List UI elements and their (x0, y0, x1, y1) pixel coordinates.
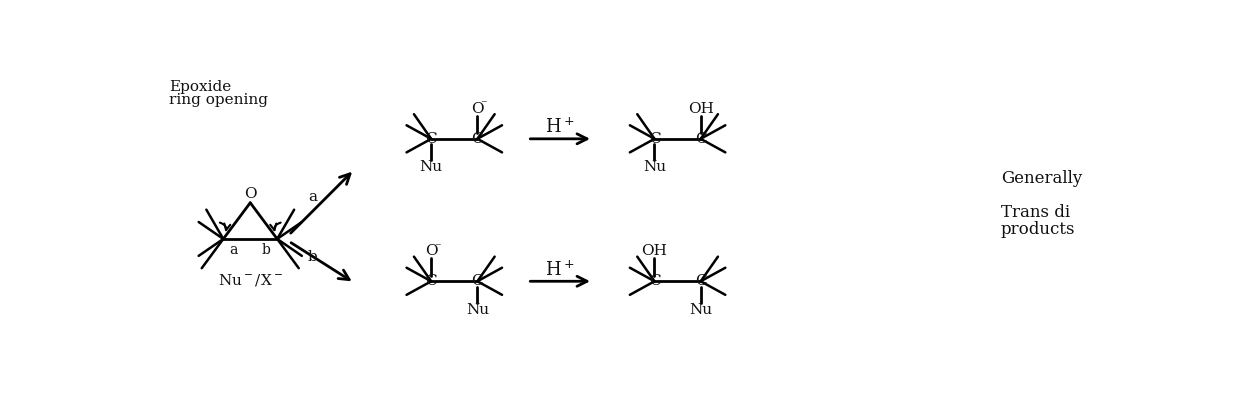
Text: Nu: Nu (420, 160, 443, 174)
Text: Trans di: Trans di (1002, 204, 1070, 221)
Text: C: C (472, 274, 483, 288)
Text: O: O (244, 187, 256, 201)
Text: C: C (695, 274, 707, 288)
Text: C: C (649, 132, 660, 146)
Text: C: C (426, 132, 437, 146)
Text: C: C (472, 132, 483, 146)
Text: Nu: Nu (643, 160, 666, 174)
Text: H$^+$: H$^+$ (545, 260, 574, 279)
Text: Nu: Nu (690, 303, 712, 317)
Text: b: b (308, 250, 318, 264)
Text: O: O (425, 244, 437, 258)
Text: Epoxide: Epoxide (170, 80, 232, 93)
Text: C: C (649, 274, 660, 288)
Text: C: C (426, 274, 437, 288)
Text: Generally: Generally (1002, 170, 1082, 186)
Text: ⁻: ⁻ (435, 241, 441, 254)
Text: b: b (261, 243, 271, 258)
Text: C: C (695, 132, 707, 146)
Text: OH: OH (688, 102, 713, 116)
Text: ⁻: ⁻ (480, 98, 487, 111)
Text: H$^+$: H$^+$ (545, 118, 574, 137)
Text: products: products (1002, 221, 1076, 238)
Text: ring opening: ring opening (170, 93, 269, 107)
Text: a: a (229, 243, 238, 258)
Text: OH: OH (641, 244, 667, 258)
Text: a: a (308, 189, 317, 204)
Text: Nu: Nu (465, 303, 489, 317)
Text: Nu$^-$/X$^-$: Nu$^-$/X$^-$ (218, 272, 282, 288)
Text: O: O (472, 102, 484, 116)
